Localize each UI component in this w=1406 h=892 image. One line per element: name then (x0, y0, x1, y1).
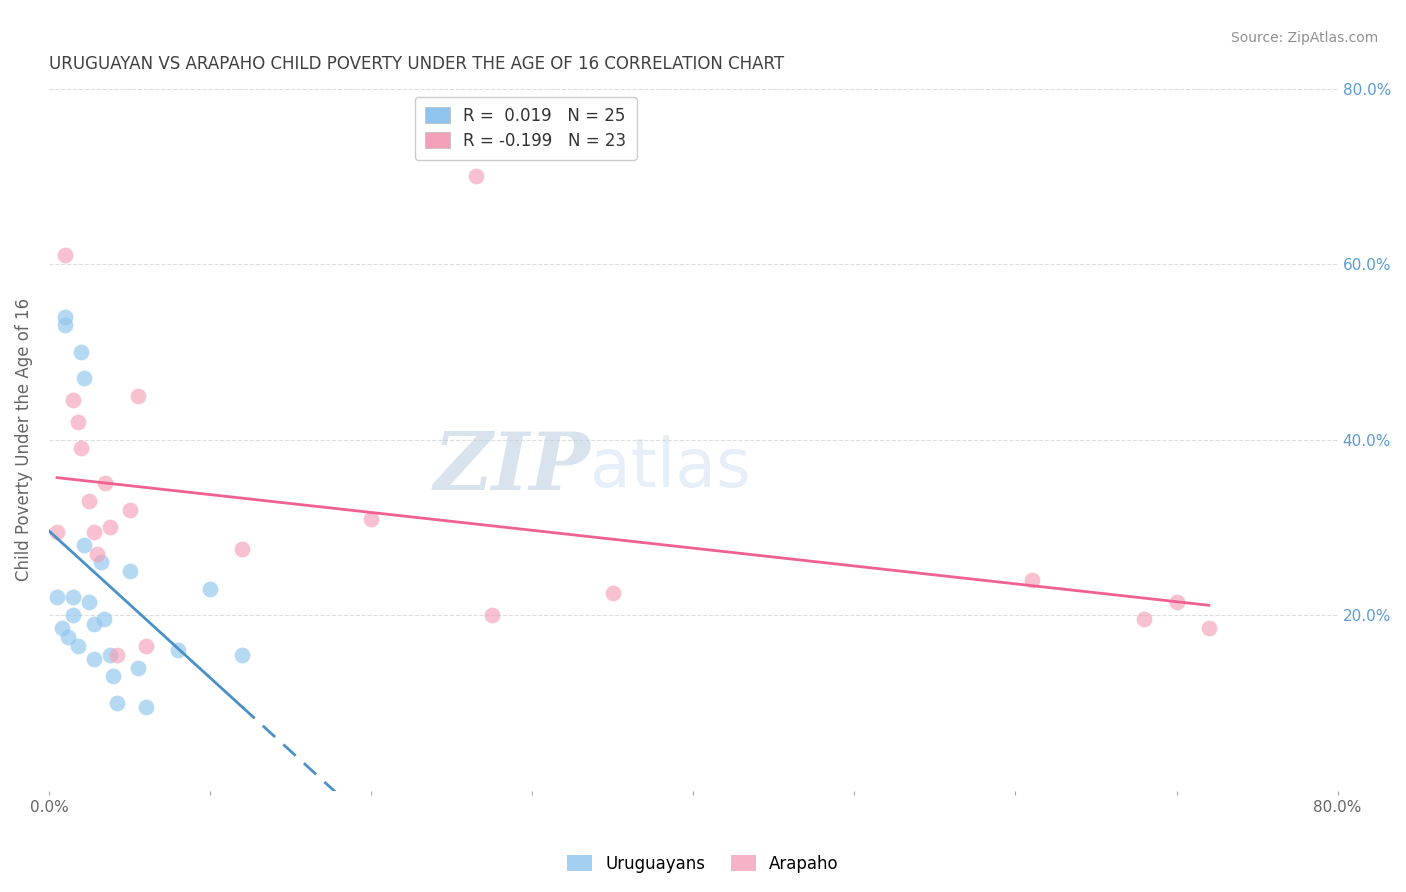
Point (93, 612, 115, 626)
Text: URUGUAYAN VS ARAPAHO CHILD POVERTY UNDER THE AGE OF 16 CORRELATION CHART: URUGUAYAN VS ARAPAHO CHILD POVERTY UNDER… (49, 55, 785, 73)
Point (73, 371, 96, 385)
Point (135, 700, 157, 714)
Point (46, 524, 69, 539)
Y-axis label: Child Poverty Under the Age of 16: Child Poverty Under the Age of 16 (15, 298, 32, 581)
Point (53, 310, 76, 324)
Legend: R =  0.019   N = 25, R = -0.199   N = 23: R = 0.019 N = 25, R = -0.199 N = 23 (415, 97, 637, 160)
Text: atlas: atlas (591, 434, 751, 500)
Point (77, 595, 100, 609)
Point (70, 344, 93, 359)
Point (231, 542, 253, 557)
Point (198, 582, 221, 596)
Point (98, 648, 121, 662)
Point (118, 564, 141, 578)
Point (70, 442, 93, 456)
Text: ZIP: ZIP (433, 429, 591, 507)
Point (98, 520, 121, 534)
Point (73, 538, 96, 552)
Point (135, 639, 157, 653)
Point (62, 591, 84, 605)
Point (62, 608, 84, 623)
Point (62, 393, 84, 408)
Point (83, 616, 105, 631)
Point (89, 555, 111, 569)
Point (83, 652, 105, 666)
Point (166, 643, 188, 657)
Point (1166, 595, 1188, 609)
Point (464, 169, 486, 184)
Point (1198, 621, 1220, 635)
Point (103, 669, 125, 683)
Point (1021, 573, 1043, 587)
Point (105, 696, 128, 710)
Point (481, 608, 503, 623)
Point (77, 494, 100, 508)
Point (94, 476, 117, 491)
Text: Source: ZipAtlas.com: Source: ZipAtlas.com (1230, 31, 1378, 45)
Point (53, 248, 76, 262)
Point (53, 318, 76, 333)
Point (83, 524, 105, 539)
Point (602, 586, 624, 600)
Point (231, 648, 253, 662)
Point (360, 511, 382, 525)
Legend: Uruguayans, Arapaho: Uruguayans, Arapaho (561, 848, 845, 880)
Point (66, 415, 89, 429)
Point (66, 639, 89, 653)
Point (46, 591, 69, 605)
Point (1133, 612, 1156, 626)
Point (127, 661, 149, 675)
Point (51, 621, 73, 635)
Point (58, 630, 80, 644)
Point (105, 648, 128, 662)
Point (86, 547, 108, 561)
Point (118, 502, 141, 516)
Point (127, 389, 149, 403)
